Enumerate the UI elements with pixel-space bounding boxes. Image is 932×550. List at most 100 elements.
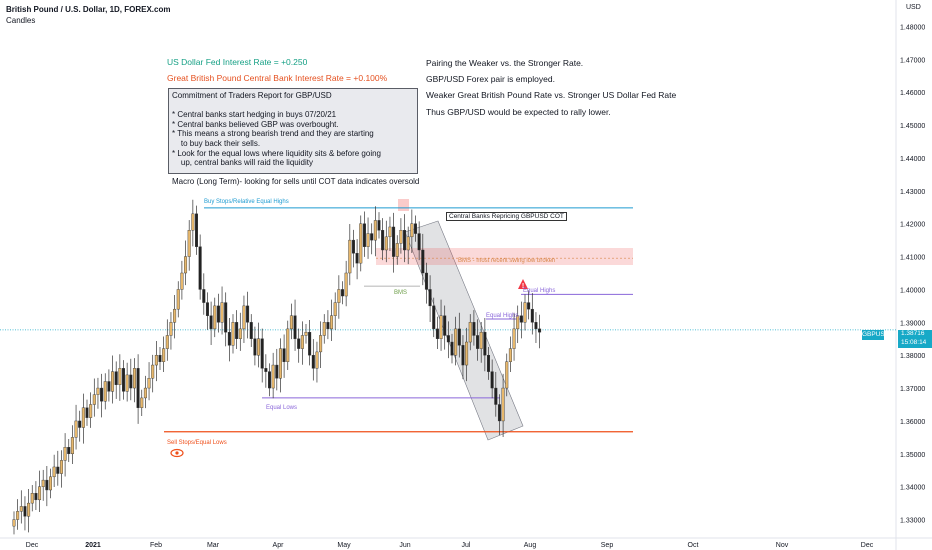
candle-body [16,511,20,520]
candle-body [27,502,31,517]
candle-body [337,289,341,303]
candle-body [457,328,461,346]
candle-body [512,328,516,349]
bms-label: BMS [394,290,408,296]
price-tick-label: 1.36000 [900,419,925,426]
candle-body [439,315,443,339]
candle-body [377,220,381,231]
candle-body [227,331,231,346]
currency-label[interactable]: USD [906,4,921,11]
time-tick-label: Oct [688,542,699,549]
time-tick-label: Jun [399,542,410,549]
candle-body [129,374,133,389]
candle-body [81,407,85,428]
time-tick-label: Dec [26,542,39,549]
candle-body [268,371,272,389]
candle-body [154,354,158,366]
candle-body [103,381,107,402]
candle-body [450,341,454,356]
candle-body [373,220,377,241]
candle-body [435,328,439,339]
sell-stops-label: Sell Stops/Equal Lows [167,440,227,446]
candle-body [414,223,418,234]
candle-body [432,305,436,330]
price-tick-label: 1.39000 [900,320,925,327]
candle-body [151,364,155,379]
candle-body [392,226,396,257]
candle-body [100,387,104,402]
candle-body [238,328,242,339]
candle-body [465,341,469,366]
candle-body [34,493,38,501]
candle-body [300,335,304,349]
gbp-rate-note: Great British Pound Central Bank Interes… [167,73,388,83]
candle-body [176,289,180,310]
candle-body [446,335,450,343]
cot-report-box: Commitment of Traders Report for GBP/USD… [168,88,419,186]
time-tick-label: Aug [524,542,537,549]
time-tick-label: Dec [861,542,874,549]
candle-body [497,404,501,422]
candle-body [483,331,487,356]
candle-body [213,305,217,330]
price-tick-label: 1.37000 [900,386,925,393]
candle-body [85,407,89,418]
candle-body [326,322,330,330]
right-note-4: Thus GBP/USD would be expected to rally … [426,107,611,117]
candle-body [381,230,385,251]
candle-body [180,272,184,290]
symbol-price-tag: GBPUSD [862,330,890,340]
candle-body [59,460,63,474]
candle-body [330,315,334,330]
candle-body [125,374,129,392]
candle-body [468,322,472,343]
candle-body [362,223,366,247]
bms-zone [376,248,633,265]
candle-body [89,404,93,418]
candle-body [220,302,224,323]
buy-stops-label: Buy Stops/Relative Equal Highs [204,199,289,205]
time-tick-label: Apr [273,542,285,549]
bar-countdown: 15:08:14 [901,338,927,346]
candle-body [278,348,282,379]
candle-body [421,249,425,274]
candle-body [205,302,209,316]
time-tick-label: Jul [462,542,471,549]
time-tick-label: 2021 [85,542,101,549]
candle-body [235,322,239,339]
candle-body [158,354,162,362]
price-tick-label: 1.40000 [900,287,925,294]
candle-body [184,256,188,274]
candle-body [30,493,34,504]
bms-recent-label: BMS - most recent swing low broken [458,258,556,264]
candle-body [501,387,505,422]
candle-body [519,315,523,323]
candle-body [114,371,118,385]
candle-body [366,233,370,247]
candle-body [12,519,16,527]
candle-body [454,328,458,356]
candle-body [286,328,290,362]
eye-icon-pupil [175,451,179,455]
candle-body [304,331,308,336]
price-tick-label: 1.45000 [900,123,925,130]
candle-body [107,381,111,392]
candle-body [403,230,407,251]
candle-body [67,447,71,455]
candle-body [308,331,312,356]
price-tick-label: 1.43000 [900,189,925,196]
candle-body [132,368,136,389]
candle-body [461,345,465,366]
candle-body [147,378,151,389]
price-tick-label: 1.34000 [900,485,925,492]
price-tick-label: 1.38000 [900,353,925,360]
last-price: 1.38716 [901,330,925,337]
candle-body [78,420,82,428]
candle-body [516,315,520,330]
candle-body [173,308,177,323]
candle-body [476,335,480,349]
candle-body [479,331,483,349]
candle-body [198,246,202,290]
candle-body [74,420,78,438]
